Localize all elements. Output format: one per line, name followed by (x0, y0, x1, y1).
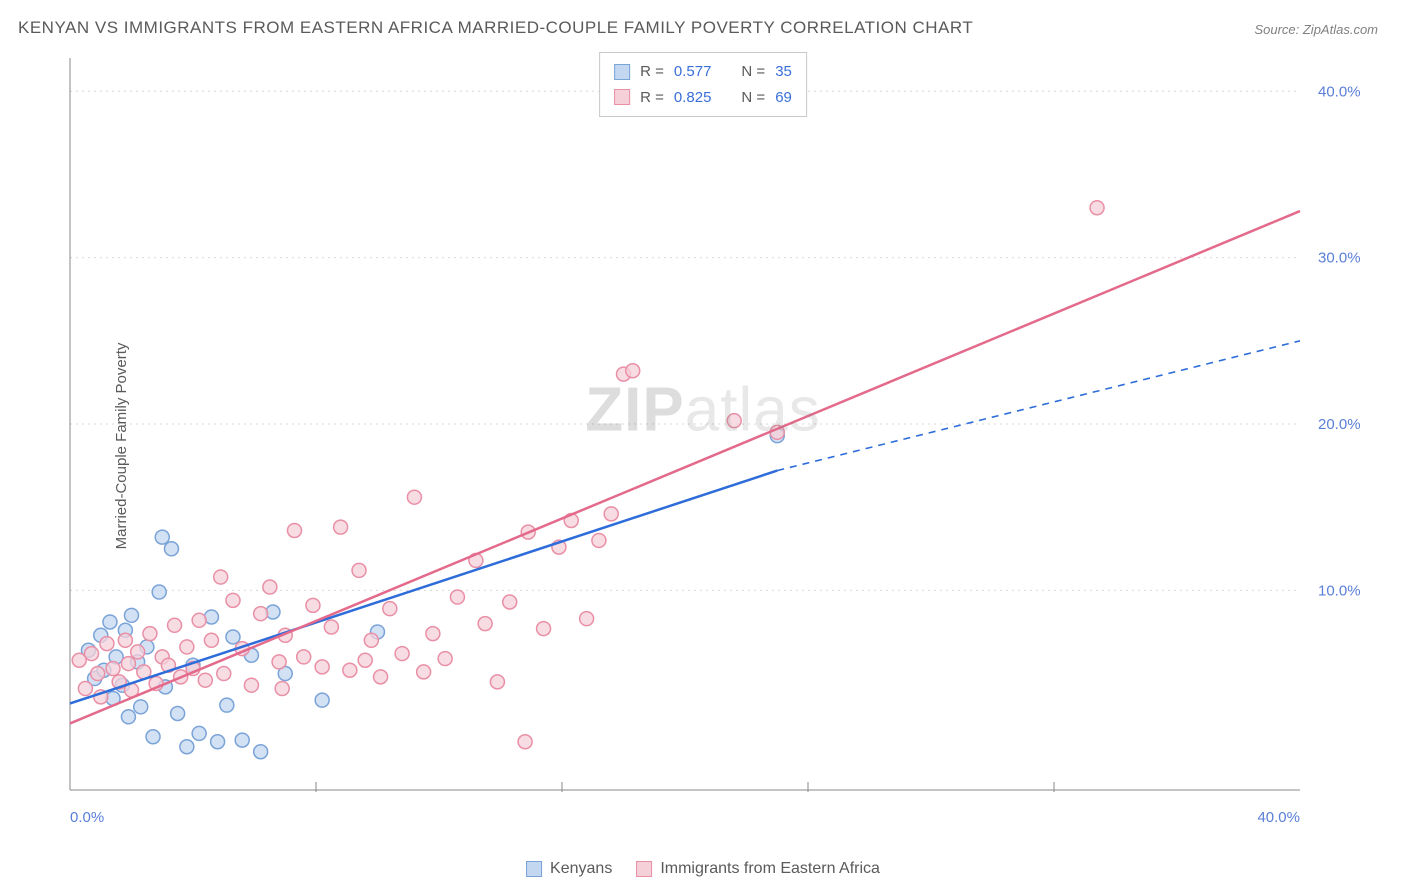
source-attribution: Source: ZipAtlas.com (1254, 22, 1378, 37)
chart-svg: 10.0% 20.0% 30.0% 40.0% 0.0% 40.0% (60, 50, 1380, 830)
legend-swatch-eastern-africa (636, 861, 652, 877)
n-value-eastern-africa: 69 (775, 85, 792, 111)
svg-text:20.0%: 20.0% (1318, 416, 1361, 433)
bottom-legend: Kenyans Immigrants from Eastern Africa (526, 860, 880, 878)
legend-item-kenyans: Kenyans (526, 860, 612, 878)
chart-title: KENYAN VS IMMIGRANTS FROM EASTERN AFRICA… (18, 18, 973, 38)
svg-text:40.0%: 40.0% (1257, 809, 1300, 826)
n-label: N = (741, 85, 765, 111)
r-value-kenyans: 0.577 (674, 59, 712, 85)
svg-text:30.0%: 30.0% (1318, 250, 1361, 267)
svg-text:10.0%: 10.0% (1318, 582, 1361, 599)
svg-text:0.0%: 0.0% (70, 809, 104, 826)
stats-legend: R = 0.577 N = 35 R = 0.825 N = 69 (599, 52, 807, 117)
r-value-eastern-africa: 0.825 (674, 85, 712, 111)
stats-row-eastern-africa: R = 0.825 N = 69 (614, 85, 792, 111)
legend-label-eastern-africa: Immigrants from Eastern Africa (660, 860, 880, 878)
r-label: R = (640, 59, 664, 85)
legend-item-eastern-africa: Immigrants from Eastern Africa (636, 860, 880, 878)
legend-swatch-kenyans (526, 861, 542, 877)
swatch-kenyans (614, 64, 630, 80)
chart-plot-area: 10.0% 20.0% 30.0% 40.0% 0.0% 40.0% (60, 50, 1380, 830)
stats-row-kenyans: R = 0.577 N = 35 (614, 59, 792, 85)
svg-text:40.0%: 40.0% (1318, 83, 1361, 100)
swatch-eastern-africa (614, 89, 630, 105)
r-label: R = (640, 85, 664, 111)
n-label: N = (741, 59, 765, 85)
n-value-kenyans: 35 (775, 59, 792, 85)
legend-label-kenyans: Kenyans (550, 860, 612, 878)
